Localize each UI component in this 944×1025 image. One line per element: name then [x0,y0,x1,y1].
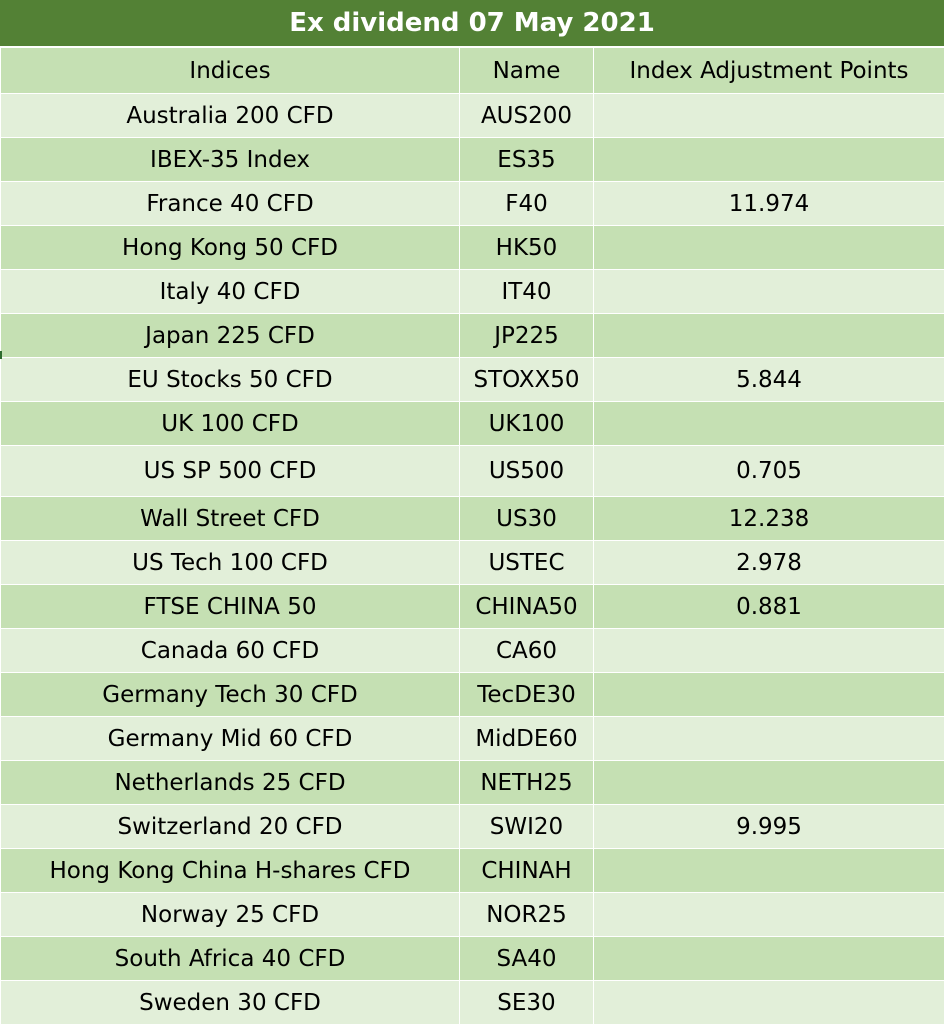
cell-index: Netherlands 25 CFD [1,761,460,805]
cell-points [594,937,944,981]
cell-points [594,226,944,270]
cell-name: HK50 [460,226,594,270]
dividend-table: Indices Name Index Adjustment Points Aus… [0,47,944,1025]
cell-index: US Tech 100 CFD [1,541,460,585]
cell-index: FTSE CHINA 50 [1,585,460,629]
cell-index: Wall Street CFD [1,497,460,541]
cell-points: 0.881 [594,585,944,629]
cell-points: 12.238 [594,497,944,541]
cell-points [594,673,944,717]
table-row: Canada 60 CFD CA60 [1,629,944,673]
cell-name: TecDE30 [460,673,594,717]
cell-index: IBEX-35 Index [1,138,460,182]
cell-name: CHINA50 [460,585,594,629]
table-row: Italy 40 CFD IT40 [1,270,944,314]
cell-points: 5.844 [594,358,944,402]
table-row: UK 100 CFD UK100 [1,402,944,446]
cell-points: 0.705 [594,446,944,497]
cell-points [594,94,944,138]
header-index-adjustment-points: Index Adjustment Points [594,48,944,94]
header-indices: Indices [1,48,460,94]
cell-name: ES35 [460,138,594,182]
cell-name: UK100 [460,402,594,446]
cell-name: SWI20 [460,805,594,849]
cell-index: France 40 CFD [1,182,460,226]
cell-index: US SP 500 CFD [1,446,460,497]
table-row: EU Stocks 50 CFD STOXX50 5.844 [1,358,944,402]
cell-name: AUS200 [460,94,594,138]
table-header-row: Indices Name Index Adjustment Points [1,48,944,94]
cell-points [594,761,944,805]
table-row: Norway 25 CFD NOR25 [1,893,944,937]
cell-name: MidDE60 [460,717,594,761]
cell-name: SA40 [460,937,594,981]
table-row: Netherlands 25 CFD NETH25 [1,761,944,805]
table-row: US SP 500 CFD US500 0.705 [1,446,944,497]
cell-index: Hong Kong 50 CFD [1,226,460,270]
cell-points [594,270,944,314]
cell-name: STOXX50 [460,358,594,402]
table-row: Hong Kong 50 CFD HK50 [1,226,944,270]
cell-index: Japan 225 CFD [1,314,460,358]
cell-index: South Africa 40 CFD [1,937,460,981]
table-row: Australia 200 CFD AUS200 [1,94,944,138]
cell-index: Italy 40 CFD [1,270,460,314]
table-row: IBEX-35 Index ES35 [1,138,944,182]
cell-points [594,314,944,358]
table-row: France 40 CFD F40 11.974 [1,182,944,226]
cell-name: JP225 [460,314,594,358]
cell-name: US30 [460,497,594,541]
left-edge-marker [0,351,2,359]
cell-index: Hong Kong China H-shares CFD [1,849,460,893]
cell-name: IT40 [460,270,594,314]
cell-name: US500 [460,446,594,497]
cell-points [594,717,944,761]
cell-points: 2.978 [594,541,944,585]
table-row: Wall Street CFD US30 12.238 [1,497,944,541]
table-row: Sweden 30 CFD SE30 [1,981,944,1025]
cell-points: 11.974 [594,182,944,226]
table-row: Germany Tech 30 CFD TecDE30 [1,673,944,717]
cell-points [594,138,944,182]
cell-index: Canada 60 CFD [1,629,460,673]
table-row: Hong Kong China H-shares CFD CHINAH [1,849,944,893]
cell-index: UK 100 CFD [1,402,460,446]
cell-points [594,849,944,893]
cell-index: EU Stocks 50 CFD [1,358,460,402]
cell-points [594,893,944,937]
table-row: Germany Mid 60 CFD MidDE60 [1,717,944,761]
cell-points [594,981,944,1025]
cell-index: Australia 200 CFD [1,94,460,138]
cell-index: Germany Tech 30 CFD [1,673,460,717]
cell-name: USTEC [460,541,594,585]
table-row: South Africa 40 CFD SA40 [1,937,944,981]
cell-name: NETH25 [460,761,594,805]
table-row: Switzerland 20 CFD SWI20 9.995 [1,805,944,849]
cell-index: Switzerland 20 CFD [1,805,460,849]
cell-name: SE30 [460,981,594,1025]
header-name: Name [460,48,594,94]
cell-name: CHINAH [460,849,594,893]
sheet-title: Ex dividend 07 May 2021 [0,0,944,47]
cell-points [594,402,944,446]
cell-name: CA60 [460,629,594,673]
table-row: Japan 225 CFD JP225 [1,314,944,358]
cell-points [594,629,944,673]
table-row: FTSE CHINA 50 CHINA50 0.881 [1,585,944,629]
table-row: US Tech 100 CFD USTEC 2.978 [1,541,944,585]
cell-points: 9.995 [594,805,944,849]
cell-index: Germany Mid 60 CFD [1,717,460,761]
cell-index: Norway 25 CFD [1,893,460,937]
cell-name: NOR25 [460,893,594,937]
cell-name: F40 [460,182,594,226]
cell-index: Sweden 30 CFD [1,981,460,1025]
